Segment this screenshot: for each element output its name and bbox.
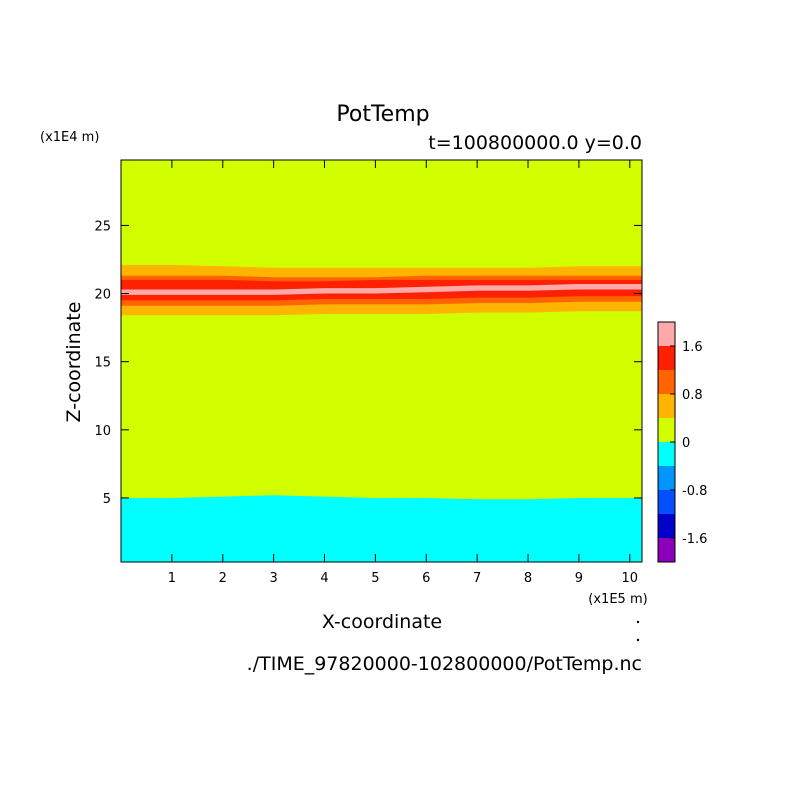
colorbar-swatch [658,442,675,466]
axis-dot-marks [636,620,640,642]
colorbar: -1.6 -0.8 0 0.8 1.6 [657,321,707,563]
y-axis: 5 10 15 20 25 [94,219,642,507]
x-axis-unit: (x1E5 m) [588,592,647,607]
plot-frame [120,159,643,563]
x-tick-label: 3 [269,571,277,586]
x-tick-label: 2 [219,571,227,586]
y-tick-label: 5 [103,492,111,507]
colorbar-swatch [658,514,675,538]
chart-title: PotTemp [336,102,429,127]
y-tick-label: 20 [94,288,111,303]
y-tick-label: 15 [94,356,111,371]
plot-background-field [121,160,642,562]
colorbar-swatch [658,394,675,418]
colorbar-tick-label: -1.6 [682,532,707,547]
x-tick-label: 5 [371,571,379,586]
y-axis-label: Z-coordinate [63,302,85,423]
x-axis: 1 2 3 4 5 6 7 8 9 10 [168,160,638,586]
colorbar-tick-label: -0.8 [682,484,707,499]
x-tick-label: 9 [575,571,583,586]
source-filename: ./TIME_97820000-102800000/PotTemp.nc [247,653,642,675]
colorbar-swatch [658,346,675,370]
x-tick-label: 8 [524,571,532,586]
colorbar-swatch [658,370,675,394]
x-tick-label: 10 [622,571,639,586]
colorbar-swatch [658,322,675,346]
colorbar-swatch [658,418,675,442]
x-tick-label: 1 [168,571,176,586]
y-axis-unit: (x1E4 m) [40,130,99,145]
colorbar-tick-label: 1.6 [682,340,703,355]
y-tick-label: 25 [94,219,111,234]
contour-bands [121,264,642,562]
colorbar-swatch [658,538,675,562]
x-tick-label: 6 [422,571,430,586]
chart-subtitle: t=100800000.0 y=0.0 [428,132,642,154]
colorbar-tick-label: 0 [682,436,690,451]
colorbar-swatch [658,490,675,514]
y-tick-label: 10 [94,424,111,439]
colorbar-swatch [658,466,675,490]
x-axis-label: X-coordinate [322,611,442,633]
plot-area [120,159,643,563]
x-tick-label: 7 [473,571,481,586]
contour-band-lower-cold-layer [121,495,642,562]
contour-band-warm-layer-peak [121,284,642,295]
colorbar-tick-label: 0.8 [682,388,703,403]
x-tick-label: 4 [320,571,328,586]
